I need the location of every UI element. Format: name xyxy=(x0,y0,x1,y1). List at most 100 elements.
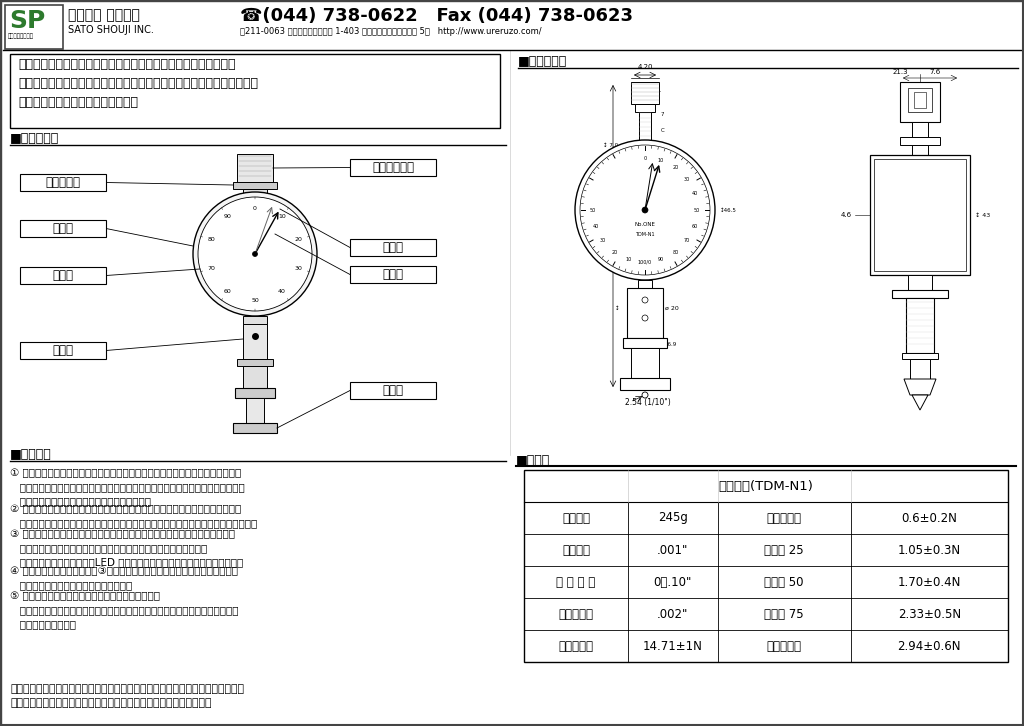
Text: ■各部の名称: ■各部の名称 xyxy=(10,132,59,145)
Text: 測定力 75: 測定力 75 xyxy=(764,608,804,621)
Circle shape xyxy=(253,251,257,256)
Bar xyxy=(874,159,966,271)
Text: 0.6±0.2N: 0.6±0.2N xyxy=(901,512,957,524)
Bar xyxy=(243,316,267,324)
Text: 測定力 50: 測定力 50 xyxy=(764,576,804,589)
Text: 4.6: 4.6 xyxy=(841,212,852,218)
Text: ↕: ↕ xyxy=(614,306,620,311)
Bar xyxy=(906,298,934,353)
Circle shape xyxy=(642,207,648,213)
Text: 測定力初圧: 測定力初圧 xyxy=(767,512,802,524)
Text: 80: 80 xyxy=(208,237,215,242)
Text: 56.9: 56.9 xyxy=(665,343,677,348)
Bar xyxy=(639,112,651,142)
Bar xyxy=(908,275,932,290)
Text: 14.71±1N: 14.71±1N xyxy=(643,640,702,653)
Text: 測 定 範 囲: 測 定 範 囲 xyxy=(556,576,596,589)
Bar xyxy=(233,182,278,189)
Text: SATO SHOUJI INC.: SATO SHOUJI INC. xyxy=(68,25,154,35)
Text: .002": .002" xyxy=(657,608,688,621)
Text: 測定子: 測定子 xyxy=(383,384,403,397)
Text: ↕ 43: ↕ 43 xyxy=(975,213,990,218)
Bar xyxy=(10,54,500,128)
Bar xyxy=(914,92,926,108)
Bar xyxy=(635,104,655,112)
Polygon shape xyxy=(904,379,936,395)
Text: 20: 20 xyxy=(611,250,617,255)
Polygon shape xyxy=(912,395,928,410)
Text: ø14.: ø14. xyxy=(650,88,663,93)
Text: 置き针: 置き针 xyxy=(383,268,403,281)
Text: ■使用方法: ■使用方法 xyxy=(10,448,52,461)
Text: 1.05±0.3N: 1.05±0.3N xyxy=(898,544,961,557)
Text: 20: 20 xyxy=(673,166,679,171)
Text: 30: 30 xyxy=(600,238,606,243)
Text: No.ONE: No.ONE xyxy=(635,222,655,227)
Text: ④ 特に精度が求められる際は③の作業を数回繰り返し、最小値、最大値を切り
   捨てた平均値を測定値としてください。: ④ 特に精度が求められる際は③の作業を数回繰り返し、最小値、最大値を切り 捨てた… xyxy=(10,566,238,590)
Text: ① 押圧ハンドルとステムを持ち、押圧ハンドル底部がストッパーに接するまで押
   圧してください。この作業を繰り返し、一定に押圧出来るよう習營してから測定
  : ① 押圧ハンドルとステムを持ち、押圧ハンドル底部がストッパーに接するまで押 圧し… xyxy=(10,468,245,506)
Bar xyxy=(5,5,63,49)
Bar xyxy=(892,290,948,298)
Text: 50: 50 xyxy=(251,298,259,303)
Text: 7.6: 7.6 xyxy=(930,69,941,75)
Text: 100/0: 100/0 xyxy=(638,259,652,264)
Bar xyxy=(350,382,436,399)
Bar xyxy=(631,348,659,378)
Text: 80: 80 xyxy=(673,250,679,255)
Bar xyxy=(243,189,267,209)
Text: 測定器の専門商社: 測定器の専門商社 xyxy=(8,33,34,38)
Circle shape xyxy=(642,297,648,303)
Text: 測定力 25: 測定力 25 xyxy=(764,544,804,557)
Bar xyxy=(524,470,1008,662)
Text: 2.54 (1/10"): 2.54 (1/10") xyxy=(625,398,671,407)
Text: 50: 50 xyxy=(694,208,700,213)
Text: 0: 0 xyxy=(253,205,257,211)
Text: ベゼル: ベゼル xyxy=(52,222,74,235)
Text: 10: 10 xyxy=(279,214,286,219)
Text: ↕ 7.0: ↕ 7.0 xyxy=(603,142,618,147)
Bar xyxy=(350,159,436,176)
Bar xyxy=(631,82,659,104)
Text: ↕ 3.0: ↕ 3.0 xyxy=(603,158,618,163)
Text: 30: 30 xyxy=(295,266,303,271)
Text: 4.20: 4.20 xyxy=(637,64,652,70)
Bar xyxy=(912,145,928,155)
Bar xyxy=(627,142,663,149)
Text: ③ 測定子を非測定物の表面に垂直になるように当て、押圧ハンドル底部がスト
   ッパーに接するまで押圧し、置き针の数値を読みます。（図参照）
   （アラーム付: ③ 測定子を非測定物の表面に垂直になるように当て、押圧ハンドル底部がスト ッパー… xyxy=(10,529,244,568)
Text: C: C xyxy=(662,128,665,133)
Text: 30: 30 xyxy=(684,177,690,182)
Text: SP: SP xyxy=(9,9,45,33)
Bar xyxy=(234,388,275,398)
Bar xyxy=(638,149,652,159)
Text: 広範囲精度: 広範囲精度 xyxy=(558,608,594,621)
Text: 70: 70 xyxy=(207,266,215,271)
Text: 21.3: 21.3 xyxy=(892,69,908,75)
Bar xyxy=(20,174,106,191)
Text: 70: 70 xyxy=(684,238,690,243)
Text: ストッパー: ストッパー xyxy=(45,176,81,189)
Bar xyxy=(910,359,930,379)
Bar xyxy=(20,267,106,284)
Text: 60: 60 xyxy=(224,289,231,294)
Text: ⑤ 測定後は本器をきれいに拭き保管してください。
   （長期保管の場合は、振動や温度・湿度の影響の少なく、ほこりのない場所に
   保管してください）: ⑤ 測定後は本器をきれいに拭き保管してください。 （長期保管の場合は、振動や温度… xyxy=(10,591,239,629)
Text: 7: 7 xyxy=(662,113,665,118)
Bar xyxy=(870,155,970,275)
Bar xyxy=(350,239,436,256)
Text: ■各部の寸法: ■各部の寸法 xyxy=(518,55,567,68)
Text: 精密測定器ですのでお取扱いに十分ご注意し、落下させたり、ぶつけたりしない
ようにご使用下さい。（ストラップのご使用をおすすめいたします）: 精密測定器ですのでお取扱いに十分ご注意し、落下させたり、ぶつけたりしない ように… xyxy=(10,684,244,708)
Text: 1.70±0.4N: 1.70±0.4N xyxy=(898,576,962,589)
Circle shape xyxy=(575,140,715,280)
Bar xyxy=(20,342,106,359)
Bar xyxy=(246,398,264,423)
Text: 目盛板: 目盛板 xyxy=(52,269,74,282)
Bar xyxy=(900,137,940,145)
Text: 仕　　様(TDM-N1): 仕 様(TDM-N1) xyxy=(719,479,813,492)
Text: ② 置き针が目盛り０を指している事をご確認ください。誤差があるときはベゼル
   を回し調整してからご使用ください。（置き针を戻すときはゆっくりとやさしく！）: ② 置き针が目盛り０を指している事をご確認ください。誤差があるときはベゼル を回… xyxy=(10,505,257,529)
Text: 60: 60 xyxy=(691,224,697,229)
Circle shape xyxy=(193,192,317,316)
Circle shape xyxy=(642,315,648,321)
Text: 40: 40 xyxy=(279,289,286,294)
Text: 245g: 245g xyxy=(657,512,688,524)
Bar xyxy=(243,324,267,359)
Text: ■仕　様: ■仕 様 xyxy=(516,454,550,467)
